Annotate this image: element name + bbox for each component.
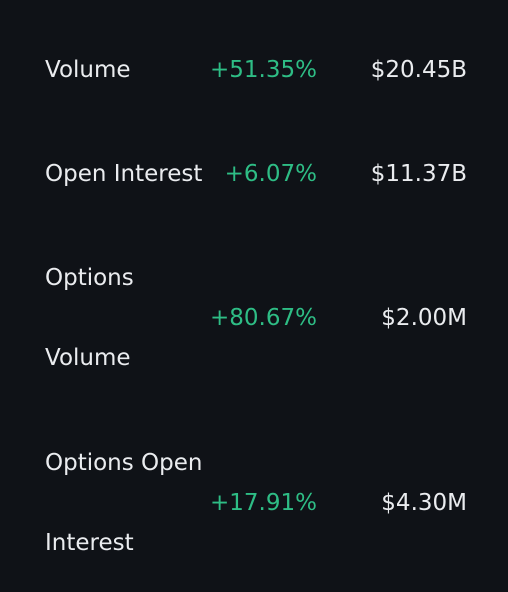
stat-change: +17.91% (210, 490, 317, 516)
stat-row-options-volume: Options Volume +80.67% $2.00M (0, 238, 508, 398)
stat-value: $20.45B (370, 57, 467, 83)
stat-value: $4.30M (381, 490, 467, 516)
stat-row-volume: Volume +51.35% $20.45B (0, 30, 508, 110)
stat-change: +51.35% (210, 57, 317, 83)
stat-value: $11.37B (370, 161, 467, 187)
stat-change: +6.07% (224, 161, 317, 187)
stat-value: $2.00M (381, 305, 467, 331)
stat-label: Options Volume (45, 265, 134, 371)
stat-label: Options Open Interest (45, 450, 203, 556)
stat-change: +80.67% (210, 305, 317, 331)
stat-label: Open Interest (45, 161, 203, 187)
stat-row-open-interest: Open Interest +6.07% $11.37B (0, 134, 508, 214)
stat-label: Volume (45, 57, 131, 83)
stat-row-options-open-interest: Options Open Interest +17.91% $4.30M (0, 423, 508, 583)
